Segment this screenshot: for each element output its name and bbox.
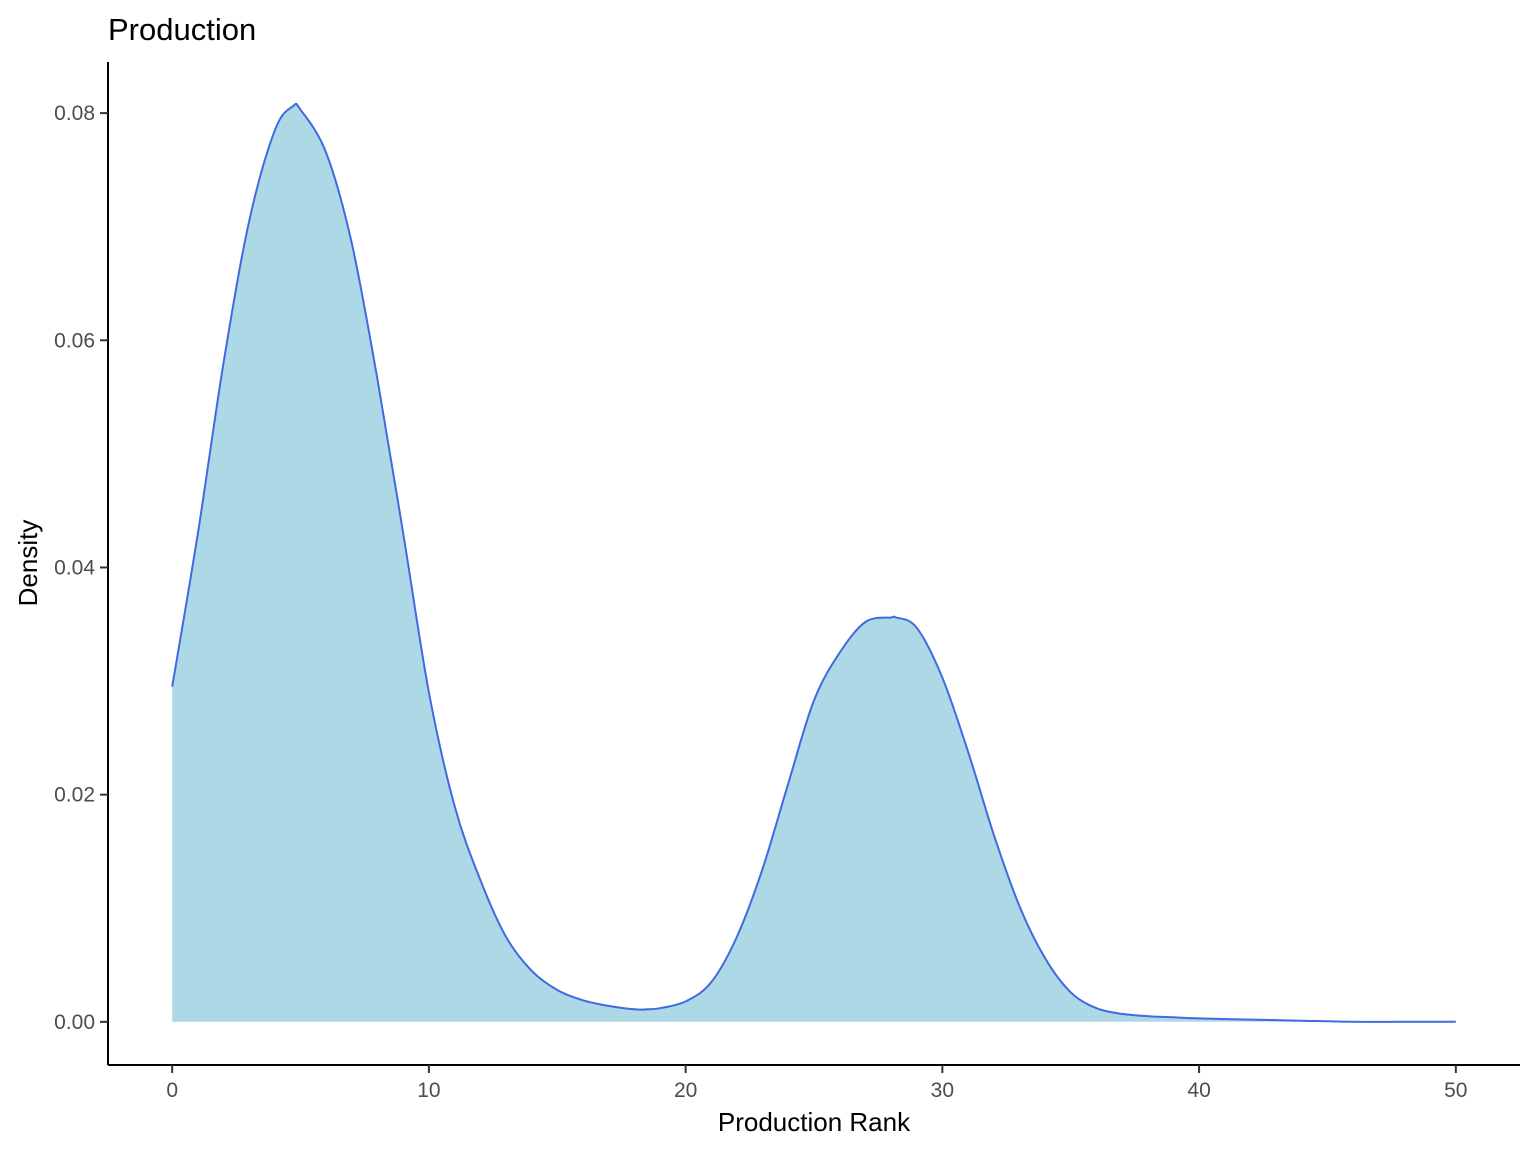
y-tick-label: 0.04 bbox=[54, 556, 95, 579]
y-tick-label: 0.08 bbox=[54, 102, 95, 125]
x-tick-label: 30 bbox=[931, 1079, 954, 1102]
density-area bbox=[172, 103, 1456, 1022]
x-axis-ticks: 0 10 20 30 40 50 bbox=[166, 1065, 1467, 1102]
plot-area bbox=[171, 102, 1456, 1023]
y-axis-title: Density bbox=[13, 520, 43, 607]
x-tick-label: 10 bbox=[417, 1079, 440, 1102]
y-tick-label: 0.02 bbox=[54, 784, 95, 807]
y-tick-label: 0.06 bbox=[54, 329, 95, 352]
x-tick-label: 40 bbox=[1187, 1079, 1210, 1102]
y-axis-ticks: 0.00 0.02 0.04 0.06 0.08 bbox=[54, 102, 108, 1034]
x-axis-title: Production Rank bbox=[718, 1107, 911, 1137]
chart-title: Production bbox=[108, 12, 256, 47]
density-line bbox=[171, 102, 1456, 1023]
x-tick-label: 0 bbox=[166, 1079, 178, 1102]
x-tick-label: 20 bbox=[674, 1079, 697, 1102]
y-tick-label: 0.00 bbox=[54, 1011, 95, 1034]
x-tick-label: 50 bbox=[1444, 1079, 1467, 1102]
